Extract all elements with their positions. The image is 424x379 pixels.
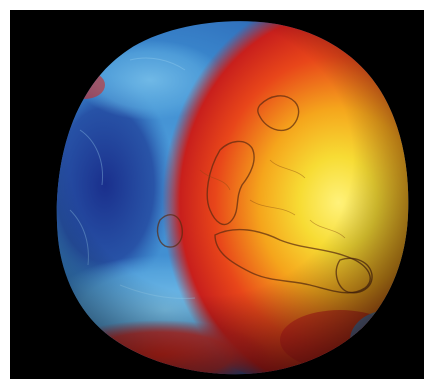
geoid-photo bbox=[10, 10, 424, 379]
geoid-globe-illustration bbox=[10, 10, 424, 379]
